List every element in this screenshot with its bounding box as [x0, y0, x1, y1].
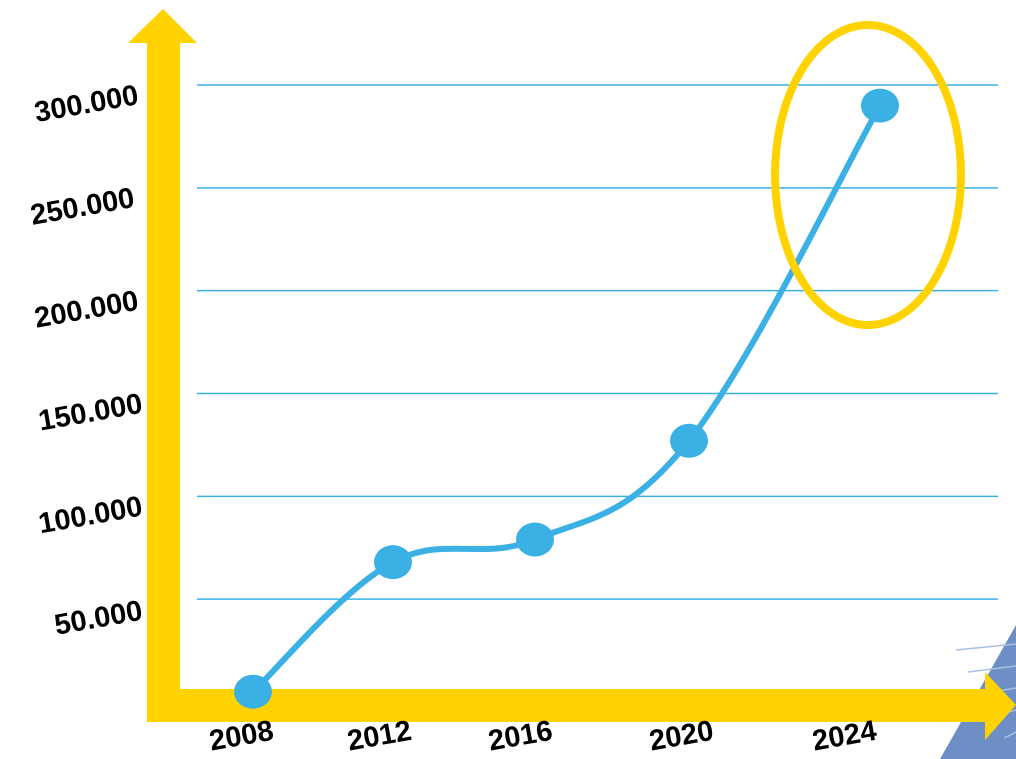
- data-point-2012: [374, 545, 412, 580]
- y-tick-label: 300.000: [32, 79, 141, 129]
- highlight-ring: [771, 21, 965, 329]
- x-axis: [147, 689, 990, 722]
- solar-panel-cell-line: [955, 643, 1016, 651]
- series-line: [250, 102, 883, 695]
- data-point-2024: [861, 88, 899, 123]
- y-tick-label: 50.000: [52, 595, 145, 642]
- y-tick-labels: 50.000 100.000 150.000 200.000 250.000 300.00…: [28, 79, 145, 641]
- data-points: [234, 88, 899, 709]
- axes: [128, 9, 1016, 740]
- data-point-2020: [670, 423, 708, 458]
- series-path: [250, 102, 883, 695]
- data-point-2016: [516, 522, 554, 557]
- y-tick-label: 200.000: [32, 285, 141, 335]
- y-axis: [147, 40, 180, 722]
- highlight-ellipse: [771, 21, 965, 329]
- y-tick-label: 250.000: [28, 182, 137, 232]
- solar-panel-cell-line: [1004, 731, 1016, 739]
- y-tick-label: 100.000: [36, 491, 145, 541]
- data-point-2008: [234, 674, 272, 709]
- y-tick-label: 150.000: [36, 388, 145, 438]
- solar-panel-cell-line: [968, 665, 1016, 673]
- gridlines: [197, 84, 998, 600]
- x-axis-arrowhead: [985, 672, 1016, 740]
- y-axis-arrowhead: [128, 9, 197, 43]
